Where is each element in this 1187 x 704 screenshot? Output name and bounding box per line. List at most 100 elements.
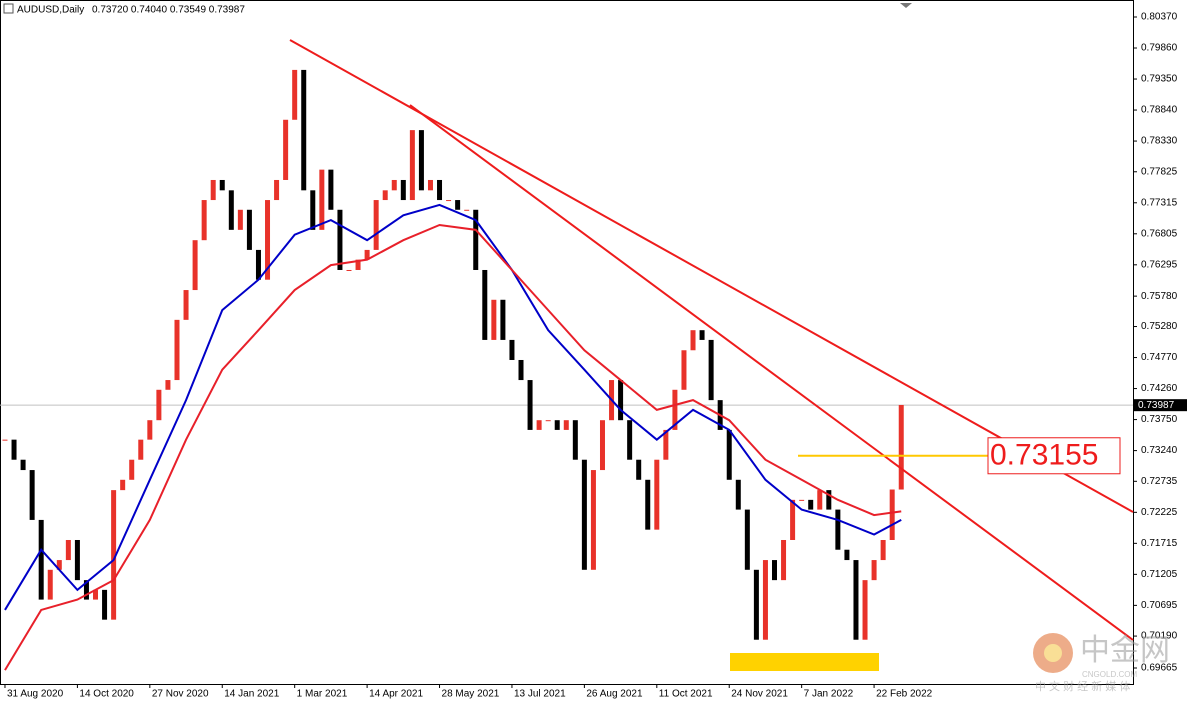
site: CNGOLD.COM <box>1082 670 1137 679</box>
x-tick-label: 1 Mar 2021 <box>297 689 348 700</box>
candle <box>47 569 53 600</box>
candle <box>735 479 741 510</box>
candle <box>799 499 805 501</box>
candle <box>509 339 515 360</box>
x-tick-label: 14 Jan 2021 <box>224 689 279 700</box>
y-tick-label: 0.77315 <box>1141 197 1178 208</box>
candle <box>817 490 823 510</box>
y-tick-label: 0.76295 <box>1141 259 1178 270</box>
candle <box>590 470 596 570</box>
candle <box>183 290 189 320</box>
candle <box>690 330 696 351</box>
support-zone <box>730 653 879 671</box>
candle <box>201 200 207 241</box>
candle <box>219 179 225 191</box>
candle <box>880 539 886 561</box>
candle <box>165 380 171 390</box>
candle <box>618 380 624 421</box>
watermark: 中金网 CNGOLD.COM 中 文 财 经 新 媒 体 <box>1033 633 1170 693</box>
candle <box>699 330 705 340</box>
y-tick-label: 0.73750 <box>1141 414 1178 425</box>
candle <box>446 200 452 202</box>
candle <box>328 169 334 210</box>
candle <box>129 459 135 480</box>
candle <box>400 179 406 201</box>
candle <box>663 429 669 460</box>
candle <box>391 179 397 191</box>
candle <box>138 439 144 460</box>
y-tick-label: 0.76805 <box>1141 228 1178 239</box>
candle <box>237 209 243 230</box>
y-tick-label: 0.73240 <box>1141 445 1178 456</box>
candle <box>265 200 271 280</box>
y-tick-label: 0.79860 <box>1141 43 1178 54</box>
logo-core <box>1044 644 1062 662</box>
candle <box>518 359 524 381</box>
trendline <box>289 39 1134 513</box>
candle <box>654 459 660 530</box>
plot-frame <box>0 0 1134 685</box>
candle <box>482 269 488 340</box>
candle <box>762 560 768 640</box>
candle <box>418 130 424 191</box>
level-box <box>987 437 1121 475</box>
moving-average <box>4 203 902 611</box>
x-tick-label: 7 Jan 2022 <box>804 689 854 700</box>
candle <box>708 339 714 401</box>
candle <box>500 299 506 340</box>
candle <box>844 549 850 561</box>
y-tick-label: 0.69665 <box>1141 663 1178 674</box>
y-tick-label: 0.78330 <box>1141 136 1178 147</box>
y-tick-label: 0.75780 <box>1141 291 1178 302</box>
candle <box>862 580 868 640</box>
candle <box>581 459 587 570</box>
y-tick-label: 0.71205 <box>1141 569 1178 580</box>
symbol: AUDUSD,Daily <box>17 5 84 16</box>
candle <box>726 429 732 480</box>
candle <box>744 509 750 570</box>
candle <box>808 499 814 510</box>
candle <box>382 190 388 201</box>
x-tick-label: 26 Aug 2021 <box>586 689 643 700</box>
candle <box>645 479 651 530</box>
candle <box>627 420 633 460</box>
candle <box>74 539 80 581</box>
candle <box>681 350 687 390</box>
y-tick-label: 0.79350 <box>1141 74 1178 85</box>
candle <box>373 200 379 250</box>
candle <box>427 179 433 191</box>
trendline <box>409 104 1134 641</box>
candle <box>246 209 252 250</box>
y-tick-label: 0.71715 <box>1141 538 1178 549</box>
x-tick-label: 27 Nov 2020 <box>152 689 209 700</box>
y-tick-label: 0.70190 <box>1141 631 1178 642</box>
candle <box>545 420 551 422</box>
x-tick-label: 11 Oct 2021 <box>659 689 713 700</box>
candle <box>491 299 497 340</box>
candle <box>83 580 89 600</box>
y-tick-label: 0.80370 <box>1141 12 1178 23</box>
scroll-marker <box>900 3 912 8</box>
x-tick-label: 14 Apr 2021 <box>369 689 423 700</box>
candle <box>871 560 877 581</box>
candle <box>473 209 479 270</box>
candle <box>29 470 35 520</box>
candle <box>228 190 234 230</box>
candle <box>672 389 678 430</box>
candle <box>65 539 71 561</box>
quote: 0.73720 0.74040 0.73549 0.73987 <box>92 5 245 16</box>
x-tick-label: 13 Jul 2021 <box>514 689 566 700</box>
candle <box>20 459 26 471</box>
candle <box>310 190 316 230</box>
candle <box>274 179 280 201</box>
candle <box>283 119 289 180</box>
candle <box>364 249 370 260</box>
candle <box>771 560 777 581</box>
slogan: 中 文 财 经 新 媒 体 <box>1035 679 1130 693</box>
candle <box>56 560 62 570</box>
candle <box>174 319 180 381</box>
candle <box>292 69 298 120</box>
candle <box>120 479 126 491</box>
candle <box>409 130 415 201</box>
